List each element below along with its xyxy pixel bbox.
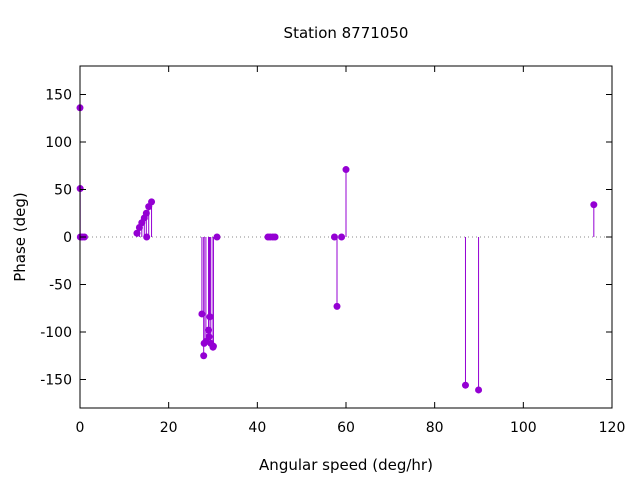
data-point (330, 233, 338, 241)
tick-layer: 0 20 40 60 80 100 120 -150 -100 -50 0 50 100 150 (40, 66, 625, 436)
x-tick-label: 40 (248, 420, 266, 436)
y-tick-label: -100 (40, 325, 72, 341)
data-point (148, 198, 156, 206)
x-tick-label: 60 (337, 420, 355, 436)
y-tick-label: -150 (40, 373, 72, 389)
x-tick-label: 20 (160, 420, 178, 436)
data-point (206, 313, 214, 321)
y-tick-label: -50 (49, 278, 72, 294)
chart-title: Station 8771050 (284, 24, 409, 42)
y-tick-label: 50 (54, 183, 72, 199)
data-point (198, 310, 206, 318)
x-tick-label: 80 (426, 420, 444, 436)
x-axis-title: Angular speed (deg/hr) (259, 456, 433, 474)
x-tick-label: 100 (510, 420, 537, 436)
data-point (213, 233, 221, 241)
x-tick-label: 0 (76, 420, 85, 436)
y-tick-label: 150 (45, 88, 72, 104)
data-point (271, 233, 279, 241)
data-point (590, 201, 598, 209)
y-tick-label: 100 (45, 135, 72, 151)
y-tick-label: 0 (63, 230, 72, 246)
data-point (143, 233, 151, 241)
impulse-layer (79, 107, 595, 390)
data-point (475, 386, 483, 394)
data-point (205, 326, 213, 334)
y-axis-title: Phase (deg) (11, 192, 29, 282)
data-point (200, 352, 208, 360)
data-point (333, 302, 341, 310)
data-point (209, 342, 217, 350)
data-point (133, 229, 141, 237)
data-point (461, 381, 469, 389)
data-point (142, 209, 150, 217)
data-point (205, 333, 213, 341)
data-point (338, 233, 346, 241)
x-tick-label: 120 (599, 420, 626, 436)
data-point (342, 166, 350, 174)
